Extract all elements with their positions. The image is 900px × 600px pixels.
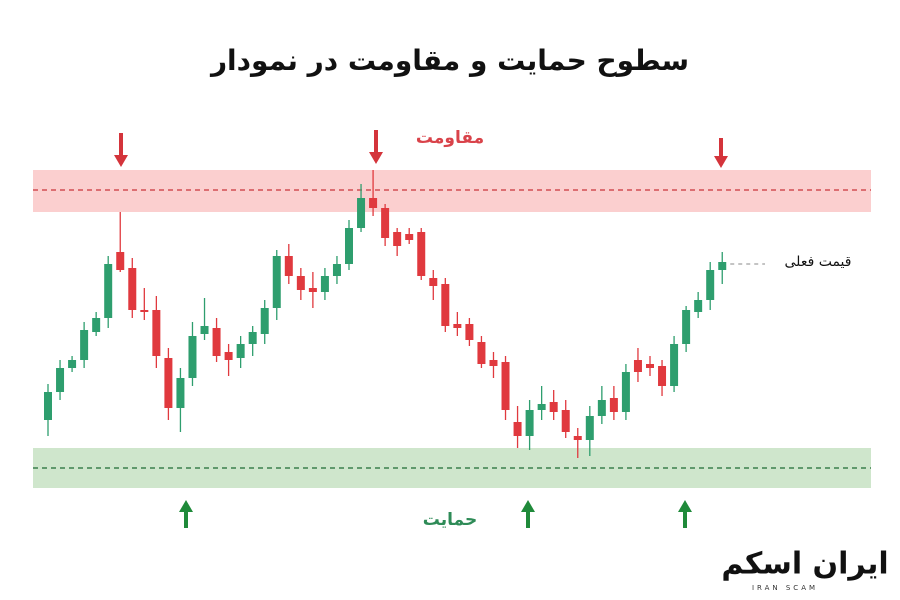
resistance-zone [33, 170, 871, 212]
candle-body [597, 400, 606, 416]
candle-body [429, 278, 438, 286]
candle-body [465, 324, 474, 340]
candle-body [224, 352, 233, 360]
candle-body [332, 264, 341, 276]
candle-body [561, 410, 570, 432]
candle-body [128, 268, 137, 310]
candle-body [501, 362, 510, 410]
candle-body [525, 410, 534, 436]
candle-body [212, 328, 221, 356]
candle-body [405, 234, 414, 240]
candle-body [296, 276, 305, 290]
logo: ایران اسکم IRAN SCAM [721, 547, 888, 593]
candle-body [345, 228, 353, 264]
candle-body [585, 416, 594, 440]
resistance-label: مقاومت [416, 128, 484, 148]
current-price-label: قیمت فعلی [785, 254, 852, 270]
candle-body [56, 368, 65, 392]
candle-body [549, 402, 558, 412]
candle-body [609, 398, 618, 412]
candle-body [393, 232, 402, 246]
candle-body [658, 366, 667, 386]
candle-body [357, 198, 366, 228]
chart-title: سطوح حمایت و مقاومت در نمودار [209, 44, 689, 77]
candle-body [272, 256, 281, 308]
candle-body [646, 364, 654, 368]
candle-body [236, 344, 245, 358]
candle-body [320, 276, 329, 292]
candle-body [200, 326, 209, 334]
candle-body [694, 300, 703, 312]
candle-body [260, 308, 269, 334]
candle-body [441, 284, 450, 326]
candle-body [308, 288, 317, 292]
candle-body [573, 436, 582, 440]
candle-body [453, 324, 462, 328]
candle-body [140, 310, 149, 312]
candle-body [670, 344, 679, 386]
candle-body [80, 330, 89, 360]
resistance-arrows [114, 130, 728, 168]
support-arrows [179, 500, 692, 528]
candle-body [537, 404, 546, 410]
logo-tagline: IRAN SCAM [752, 584, 818, 592]
support-label: حمایت [423, 510, 477, 530]
logo-name: ایران اسکم [721, 547, 888, 582]
candle-body [104, 264, 113, 318]
candle-body [381, 208, 390, 238]
candle-body [513, 422, 522, 436]
candle-body [633, 360, 642, 372]
candle-body [68, 360, 77, 368]
candle-body [417, 232, 426, 276]
candle-body [369, 198, 378, 208]
candle-body [176, 378, 185, 408]
candle-body [718, 262, 727, 270]
candle-body [92, 318, 101, 332]
candle-body [706, 270, 715, 300]
candle-body [44, 392, 52, 420]
candle-body [248, 332, 257, 344]
candle-body [116, 252, 125, 270]
candle-body [682, 310, 691, 344]
candle-body [489, 360, 498, 366]
candle-body [621, 372, 630, 412]
candle-body [477, 342, 486, 364]
candle-body [152, 310, 161, 356]
candle-body [164, 358, 173, 408]
candle-body [188, 336, 197, 378]
candle-body [284, 256, 293, 276]
